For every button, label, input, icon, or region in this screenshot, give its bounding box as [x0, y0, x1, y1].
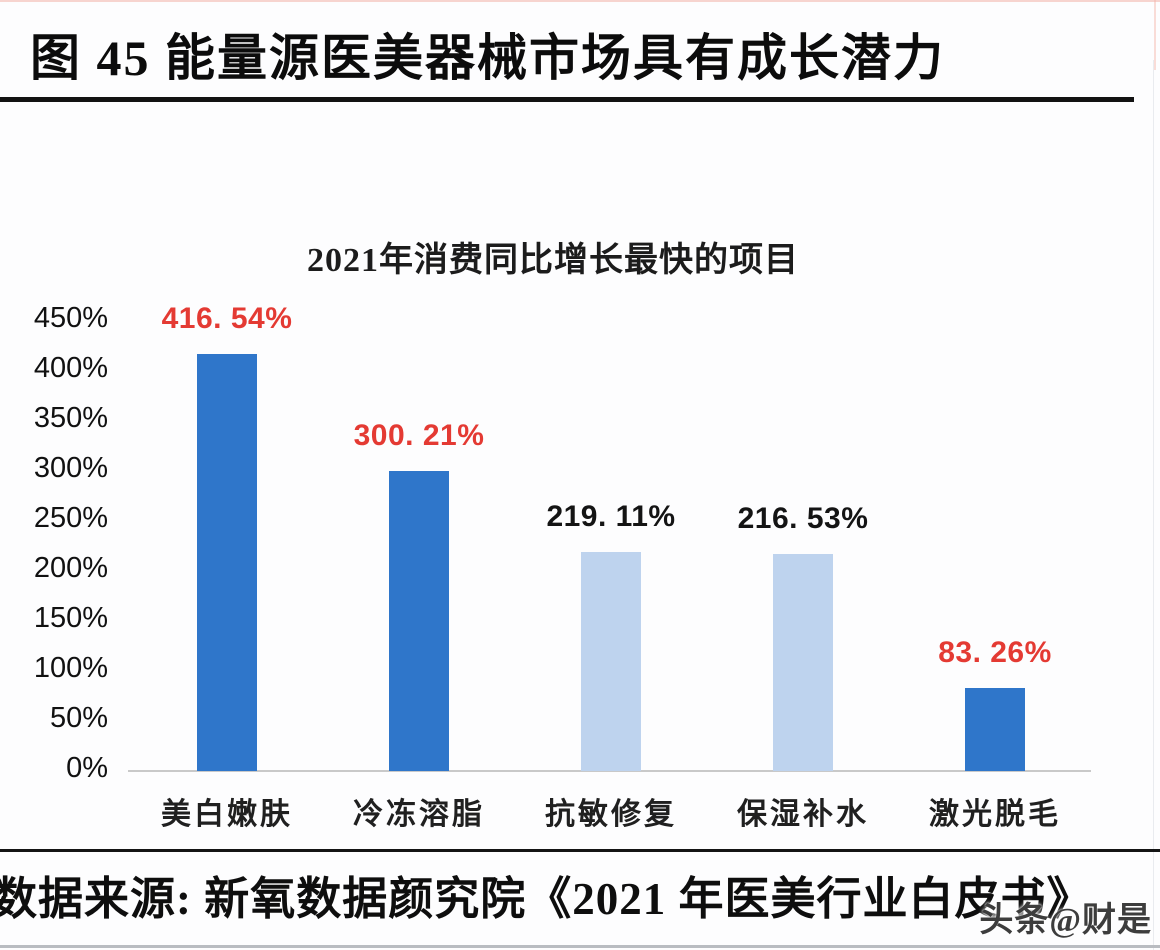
y-axis-tick-label: 400% [33, 352, 108, 384]
y-axis-tick-label: 100% [33, 652, 108, 684]
category-label: 保湿补水 [737, 798, 869, 831]
page-right-edge-line [1153, 60, 1154, 950]
data-source-text: 数据来源: 新氧数据颜究院《2021 年医美行业白皮书》 [0, 874, 1093, 924]
page-right-red-edge [1154, 0, 1156, 70]
y-axis-tick-label: 350% [33, 402, 108, 434]
bar-value-label: 83. 26% [938, 636, 1052, 669]
bar-value-label: 416. 54% [161, 302, 293, 335]
bar-value-label: 300. 21% [353, 419, 485, 452]
y-axis-tick-label: 450% [33, 302, 108, 334]
bar-value-label: 216. 53% [737, 502, 869, 535]
y-axis-tick-label: 50% [49, 702, 108, 734]
bar [581, 552, 641, 771]
page-bottom-rule [0, 945, 1160, 948]
watermark-text: 头条@财是 [979, 902, 1152, 939]
chart-title: 2021年消费同比增长最快的项目 [307, 242, 799, 279]
y-axis-tick-label: 300% [33, 452, 108, 484]
header-divider-rule [0, 97, 1134, 102]
category-label: 激光脱毛 [929, 798, 1061, 831]
category-label: 美白嫩肤 [161, 798, 293, 831]
figure-title: 图 45 能量源医美器械市场具有成长潜力 [30, 30, 945, 86]
category-label: 抗敏修复 [545, 798, 677, 831]
bar [197, 354, 257, 771]
bar [773, 554, 833, 771]
y-axis-tick-label: 250% [33, 502, 108, 534]
bar-value-label: 219. 11% [546, 500, 676, 533]
footer-divider-rule [0, 849, 1160, 852]
y-axis-tick-label: 0% [66, 752, 108, 784]
y-axis-tick-label: 200% [33, 552, 108, 584]
x-axis-line [128, 770, 1091, 772]
category-label: 冷冻溶脂 [353, 798, 485, 831]
y-axis-tick-label: 150% [33, 602, 108, 634]
page-top-red-edge [0, 0, 1160, 2]
bar [965, 688, 1025, 771]
bar [389, 471, 449, 771]
